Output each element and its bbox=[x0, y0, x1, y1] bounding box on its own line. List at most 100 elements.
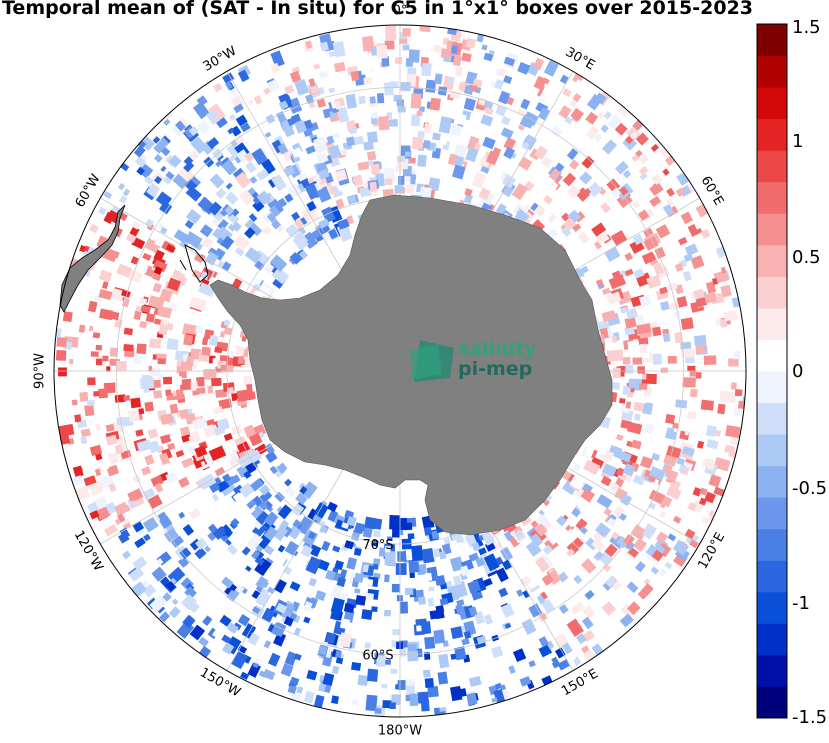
data-cell bbox=[303, 616, 311, 624]
data-cell bbox=[183, 156, 194, 166]
data-cell bbox=[340, 148, 348, 156]
data-cell bbox=[326, 501, 338, 513]
data-cell bbox=[148, 365, 153, 372]
data-cell bbox=[350, 70, 360, 82]
data-cell bbox=[364, 578, 374, 587]
data-cell bbox=[425, 79, 437, 93]
data-cell bbox=[253, 519, 264, 530]
data-cell bbox=[618, 450, 632, 463]
data-cell bbox=[581, 155, 595, 169]
data-cell bbox=[393, 95, 403, 102]
data-cell bbox=[633, 413, 641, 421]
data-cell bbox=[665, 413, 676, 425]
data-cell bbox=[521, 575, 532, 587]
data-cell bbox=[263, 640, 272, 649]
data-cell bbox=[294, 119, 308, 134]
data-cell bbox=[243, 470, 252, 479]
data-cell bbox=[233, 234, 250, 251]
data-cell bbox=[57, 423, 75, 437]
data-cell bbox=[609, 482, 620, 493]
data-cell bbox=[307, 531, 317, 540]
data-cell bbox=[90, 351, 99, 357]
data-cell bbox=[147, 428, 159, 439]
data-cell bbox=[704, 491, 716, 504]
data-cell bbox=[229, 114, 237, 121]
data-cell bbox=[169, 403, 179, 414]
data-cell bbox=[249, 175, 258, 184]
data-cell bbox=[133, 354, 142, 365]
data-cell bbox=[622, 534, 635, 547]
data-cell bbox=[318, 218, 330, 229]
data-cell bbox=[428, 177, 441, 192]
data-cell bbox=[411, 114, 421, 127]
data-cell bbox=[423, 123, 432, 134]
data-cell bbox=[566, 548, 575, 557]
colorbar-segment bbox=[757, 150, 787, 183]
data-cell bbox=[106, 464, 120, 477]
data-cell bbox=[569, 475, 586, 491]
data-cell bbox=[55, 350, 67, 361]
data-cell bbox=[601, 601, 617, 616]
data-cell bbox=[578, 499, 592, 513]
data-cell bbox=[263, 511, 279, 527]
data-cell bbox=[558, 105, 572, 119]
data-cell bbox=[318, 70, 328, 79]
longitude-label: 180°W bbox=[378, 724, 422, 739]
data-cell bbox=[165, 471, 179, 484]
data-cell bbox=[322, 672, 335, 686]
data-cell bbox=[481, 44, 488, 51]
data-cell bbox=[634, 561, 646, 573]
data-cell bbox=[374, 77, 383, 86]
data-cell bbox=[606, 291, 622, 305]
longitude-label: 120°W bbox=[71, 528, 106, 574]
data-cell bbox=[624, 268, 634, 277]
data-cell bbox=[583, 446, 595, 458]
data-cell bbox=[449, 685, 463, 702]
logo-text-salinity: salinity bbox=[458, 338, 537, 360]
data-cell bbox=[667, 355, 677, 364]
data-cell bbox=[652, 543, 666, 556]
data-cell bbox=[603, 507, 613, 517]
data-cell bbox=[80, 436, 88, 445]
data-cell bbox=[183, 334, 194, 346]
data-cell bbox=[483, 553, 500, 572]
data-cell bbox=[114, 501, 130, 517]
data-cell bbox=[543, 194, 554, 205]
data-cell bbox=[190, 381, 198, 391]
data-cell bbox=[204, 251, 219, 266]
data-cell bbox=[635, 149, 643, 158]
data-cell bbox=[514, 209, 529, 223]
data-cell bbox=[433, 44, 441, 53]
data-cell bbox=[166, 277, 182, 292]
data-cell bbox=[454, 580, 468, 598]
data-cell bbox=[528, 603, 543, 618]
data-cell bbox=[159, 434, 172, 445]
data-cell bbox=[684, 243, 699, 257]
data-cell bbox=[521, 618, 537, 636]
data-cell bbox=[529, 526, 547, 544]
colorbar-segment bbox=[757, 497, 787, 530]
data-cell bbox=[347, 195, 357, 204]
data-cell bbox=[649, 182, 664, 196]
data-cell bbox=[355, 595, 367, 606]
data-cell bbox=[630, 524, 648, 541]
data-cell bbox=[704, 292, 717, 304]
data-cell bbox=[600, 124, 609, 133]
data-cell bbox=[103, 382, 116, 394]
data-cell bbox=[153, 175, 163, 185]
data-cell bbox=[139, 297, 148, 305]
data-cell bbox=[366, 668, 379, 682]
data-cell bbox=[357, 161, 370, 171]
data-cell bbox=[601, 139, 618, 155]
data-cell bbox=[699, 497, 707, 506]
data-cell bbox=[304, 182, 321, 201]
data-cell bbox=[213, 425, 226, 436]
data-cell bbox=[639, 383, 648, 390]
data-cell bbox=[602, 562, 612, 573]
data-cell bbox=[320, 531, 329, 540]
data-cell bbox=[731, 382, 737, 390]
data-cell bbox=[608, 274, 626, 290]
data-cell bbox=[416, 563, 427, 576]
data-cell bbox=[424, 677, 434, 689]
data-cell bbox=[618, 234, 626, 243]
